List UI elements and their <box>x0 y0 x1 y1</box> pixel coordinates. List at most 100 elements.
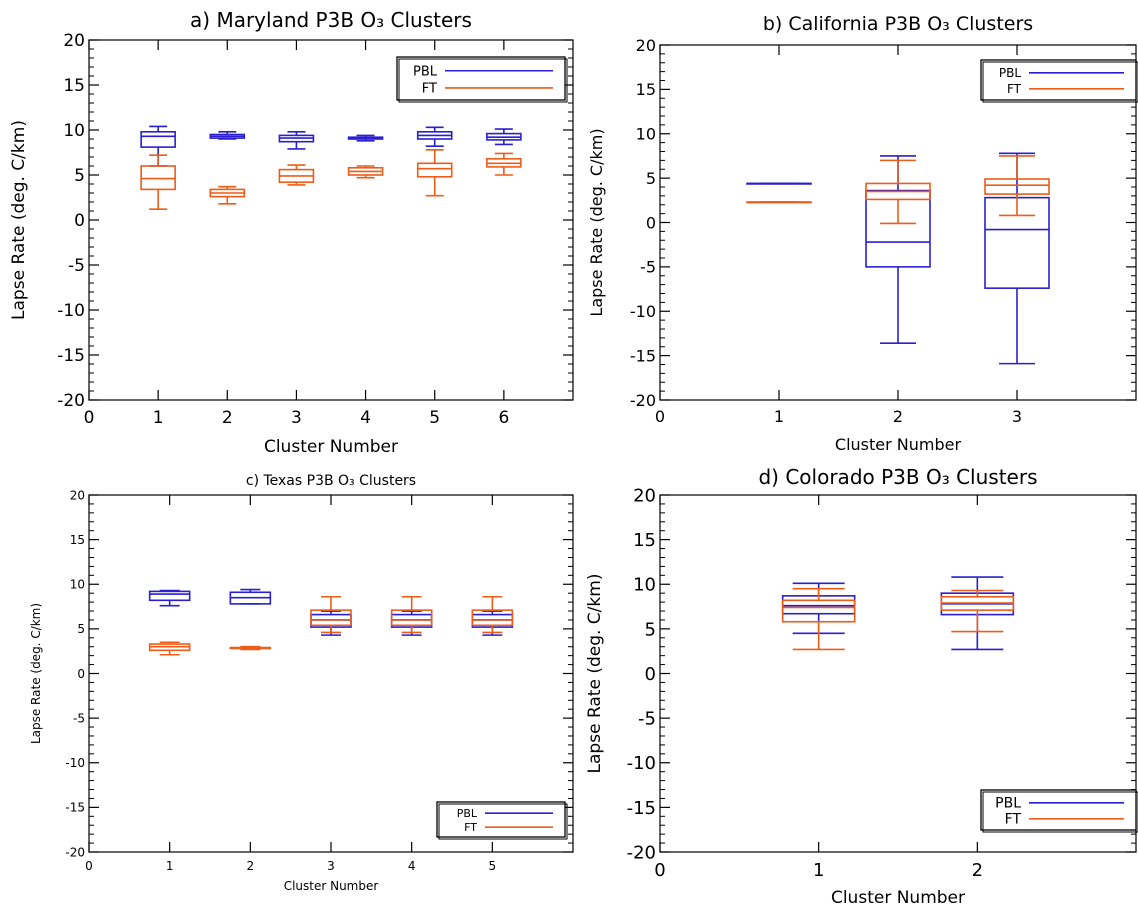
legend-frame <box>980 789 1137 831</box>
y-tick-label: 10 <box>633 575 656 596</box>
box-pbl-cluster-6 <box>486 128 522 146</box>
y-tick-label: 5 <box>645 619 656 640</box>
y-tick-label: -15 <box>57 346 85 366</box>
y-tick-label: 20 <box>636 36 656 55</box>
legend-label-ft: FT <box>422 82 437 97</box>
x-tick-label: 1 <box>153 408 164 428</box>
y-tick-label: 10 <box>636 125 656 144</box>
x-axis-label: Cluster Number <box>284 879 379 893</box>
chart-title: c) Texas P3B O₃ Clusters <box>246 473 416 489</box>
legend-shadow <box>982 61 1138 103</box>
legend-label-ft: FT <box>1005 812 1022 828</box>
y-tick-label: 5 <box>77 622 85 636</box>
box-pbl-cluster-2 <box>865 155 931 345</box>
chart-panel-2: -20 -15 -10 -5 0 5 10 15 20 0 1 2 3 b) California P3B… <box>587 13 1138 454</box>
x-tick-label: 1 <box>774 407 784 426</box>
y-tick-label: 10 <box>70 578 85 592</box>
box-ft-cluster-3 <box>278 164 315 186</box>
box-ft-cluster-1 <box>746 201 812 204</box>
x-tick-label: 0 <box>85 859 93 873</box>
legend-label-pbl: PBL <box>457 807 478 820</box>
x-tick-label: 0 <box>84 408 95 428</box>
y-axis-label: Lapse Rate (deg. C/km) <box>585 574 605 774</box>
box-pbl-cluster-1 <box>746 182 812 185</box>
y-tick-label: 15 <box>70 533 85 547</box>
y-tick-label: 0 <box>77 667 85 681</box>
y-tick-label: 0 <box>645 664 656 685</box>
y-tick-label: -10 <box>65 756 85 770</box>
y-tick-label: -5 <box>640 258 656 277</box>
y-tick-label: -20 <box>627 842 656 863</box>
legend-shadow <box>398 58 568 103</box>
box-iqr <box>390 609 433 627</box>
box-iqr <box>984 178 1050 195</box>
box-pbl-cluster-4 <box>347 134 384 142</box>
legend-frame <box>980 59 1137 101</box>
box-pbl-cluster-1 <box>148 589 191 607</box>
x-axis-label: Cluster Number <box>831 888 965 907</box>
legend-frame <box>436 801 566 838</box>
x-tick-label: 4 <box>360 408 371 428</box>
box-iqr <box>140 165 176 191</box>
x-tick-label: 1 <box>813 860 824 881</box>
box-ft-cluster-4 <box>390 595 433 634</box>
box-iqr <box>865 189 931 268</box>
x-tick-label: 2 <box>222 408 233 428</box>
y-tick-label: -15 <box>65 801 85 815</box>
box-ft-cluster-1 <box>140 154 176 210</box>
y-tick-label: -10 <box>57 301 85 321</box>
y-tick-label: 15 <box>636 80 656 99</box>
y-tick-label: 20 <box>633 485 656 506</box>
x-tick-label: 6 <box>498 408 509 428</box>
box-iqr <box>416 162 453 178</box>
box-ft-cluster-2 <box>940 589 1015 633</box>
box-ft-cluster-6 <box>486 152 522 176</box>
y-tick-label: 5 <box>74 166 85 186</box>
y-tick-label: -20 <box>65 845 85 859</box>
x-tick-label: 3 <box>291 408 302 428</box>
y-tick-label: -15 <box>630 346 656 365</box>
legend-frame <box>396 56 566 101</box>
y-axis-label: Lapse Rate (deg. C/km) <box>29 603 43 744</box>
x-tick-label: 5 <box>429 408 440 428</box>
box-ft-cluster-4 <box>347 165 384 179</box>
box-ft-cluster-5 <box>471 595 514 634</box>
y-tick-label: 0 <box>74 211 85 231</box>
x-axis-label: Cluster Number <box>835 435 962 454</box>
y-tick-label: -20 <box>630 391 656 410</box>
box-ft-cluster-3 <box>984 155 1050 217</box>
box-ft-cluster-2 <box>209 185 246 205</box>
box-pbl-cluster-2 <box>229 588 272 605</box>
y-tick-label: 20 <box>63 31 85 51</box>
box-iqr <box>148 590 191 602</box>
legend-shadow <box>438 803 568 840</box>
x-tick-label: 2 <box>972 860 983 881</box>
box-iqr <box>140 131 176 148</box>
chart-title: b) California P3B O₃ Clusters <box>763 13 1033 35</box>
box-iqr <box>310 609 352 627</box>
box-ft-cluster-1 <box>148 641 191 656</box>
x-tick-label: 3 <box>1012 407 1022 426</box>
y-tick-label: 15 <box>633 530 656 551</box>
chart-panel-1: -20 -15 -10 -5 0 5 10 15 20 0 1 2 3 4 5 6 a) Maryland P3… <box>9 8 574 457</box>
box-ft-cluster-5 <box>416 149 453 197</box>
box-iqr <box>471 609 514 627</box>
x-tick-label: 0 <box>654 860 665 881</box>
x-tick-label: 5 <box>489 859 497 873</box>
y-tick-label: 20 <box>70 488 85 502</box>
y-tick-label: 10 <box>63 121 85 141</box>
x-tick-label: 3 <box>327 859 335 873</box>
legend-label-pbl: PBL <box>999 66 1021 80</box>
box-pbl-cluster-3 <box>278 131 315 150</box>
y-tick-label: -20 <box>57 391 85 411</box>
y-tick-label: 5 <box>646 169 656 188</box>
box-pbl-cluster-5 <box>416 126 453 147</box>
x-tick-label: 2 <box>893 407 903 426</box>
x-tick-label: 2 <box>247 859 255 873</box>
